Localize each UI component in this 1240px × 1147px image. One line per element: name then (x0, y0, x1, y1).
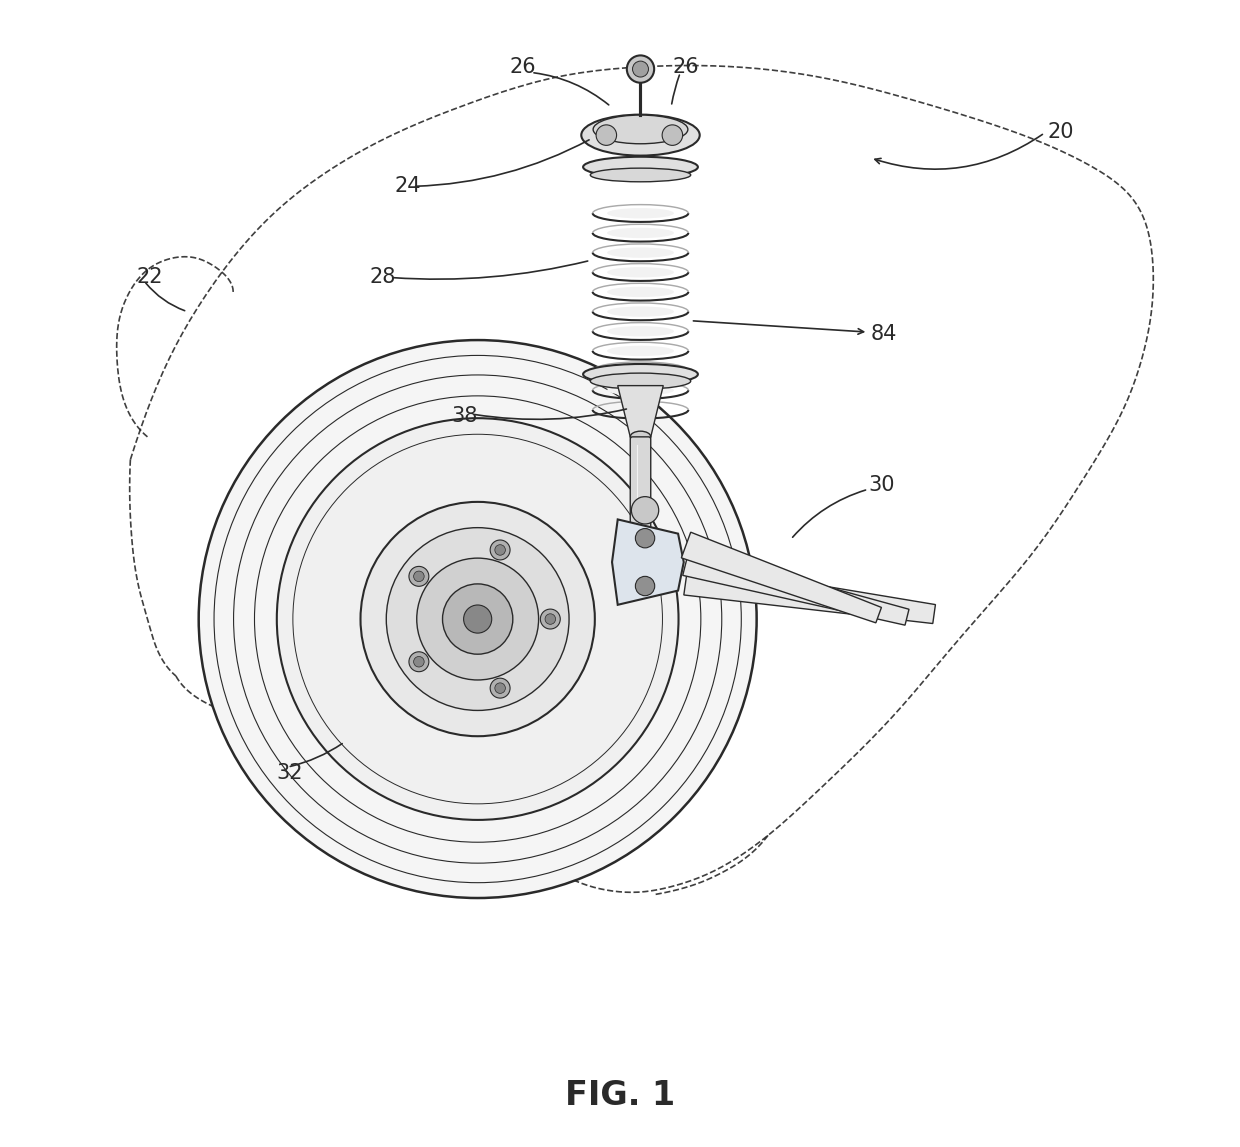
Ellipse shape (608, 306, 675, 317)
Text: 26: 26 (673, 57, 699, 77)
Ellipse shape (583, 157, 698, 178)
Ellipse shape (582, 115, 699, 156)
Ellipse shape (630, 431, 651, 443)
Ellipse shape (593, 115, 688, 143)
Polygon shape (618, 385, 663, 437)
Ellipse shape (590, 169, 691, 181)
Ellipse shape (608, 287, 675, 297)
Ellipse shape (608, 345, 675, 356)
Polygon shape (683, 563, 935, 624)
Ellipse shape (608, 267, 675, 278)
Circle shape (632, 61, 649, 77)
Circle shape (277, 419, 678, 820)
Polygon shape (683, 549, 909, 625)
Circle shape (490, 540, 510, 560)
Polygon shape (613, 520, 683, 604)
Circle shape (635, 576, 655, 595)
Circle shape (361, 502, 595, 736)
Circle shape (387, 528, 569, 710)
Ellipse shape (608, 366, 675, 376)
Polygon shape (681, 532, 882, 623)
Text: 20: 20 (1047, 122, 1074, 142)
Circle shape (495, 545, 506, 555)
Circle shape (414, 656, 424, 668)
FancyBboxPatch shape (630, 437, 651, 541)
Text: 84: 84 (870, 325, 897, 344)
Text: 28: 28 (370, 267, 396, 288)
Circle shape (662, 125, 683, 146)
Text: 38: 38 (451, 406, 477, 427)
Ellipse shape (608, 385, 675, 396)
Ellipse shape (608, 326, 675, 336)
Circle shape (414, 571, 424, 582)
Circle shape (631, 497, 658, 524)
Text: 24: 24 (394, 177, 422, 196)
Text: FIG. 1: FIG. 1 (565, 1078, 675, 1111)
Circle shape (464, 604, 492, 633)
Circle shape (198, 340, 756, 898)
Circle shape (490, 678, 510, 699)
Ellipse shape (608, 228, 675, 239)
Text: 26: 26 (510, 57, 537, 77)
Circle shape (627, 55, 655, 83)
Circle shape (409, 651, 429, 672)
Ellipse shape (590, 373, 691, 389)
Circle shape (495, 682, 506, 694)
Circle shape (409, 567, 429, 586)
Circle shape (635, 529, 655, 548)
Circle shape (541, 609, 560, 629)
Ellipse shape (608, 208, 675, 218)
Text: 30: 30 (868, 475, 895, 494)
Text: 32: 32 (277, 763, 303, 782)
Ellipse shape (583, 364, 698, 384)
Circle shape (546, 614, 556, 624)
Circle shape (443, 584, 513, 654)
Ellipse shape (608, 248, 675, 258)
Circle shape (596, 125, 616, 146)
Text: 22: 22 (136, 267, 162, 288)
Circle shape (417, 559, 538, 680)
